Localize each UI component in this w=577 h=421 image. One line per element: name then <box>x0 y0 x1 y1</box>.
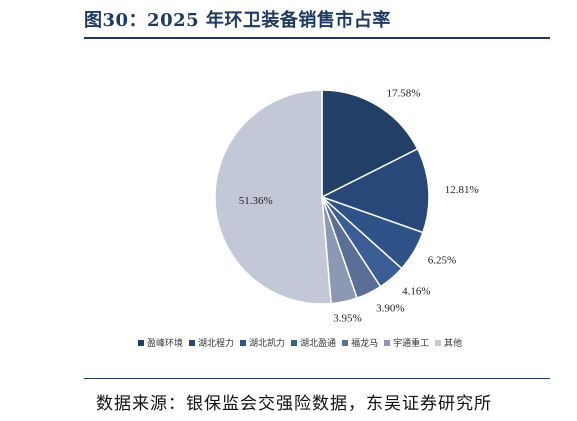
pie-slice <box>214 89 332 305</box>
legend-swatch <box>138 339 144 346</box>
slice-label: 4.16% <box>402 285 430 297</box>
legend-swatch <box>240 339 247 346</box>
legend-label: 其他 <box>444 339 463 349</box>
legend-item: 湖北盈通 <box>291 336 336 349</box>
legend-swatch <box>342 339 349 346</box>
legend-label: 湖北盈通 <box>300 339 337 349</box>
legend-swatch <box>189 339 196 346</box>
chart-legend: 盈峰环境 湖北程力 湖北凯力 湖北盈通 福龙马 宇通重工 其他 <box>138 336 462 349</box>
source-rule <box>84 378 550 379</box>
slice-label: 51.36% <box>239 195 273 207</box>
legend-item: 湖北凯力 <box>240 336 285 349</box>
legend-item: 宇通重工 <box>384 336 429 349</box>
legend-item: 福龙马 <box>342 336 378 349</box>
slice-label: 6.25% <box>428 255 456 267</box>
chart-title: 图30：2025 年环卫装备销售市占率 <box>84 10 391 31</box>
legend-label: 宇通重工 <box>393 339 430 349</box>
legend-item: 盈峰环境 <box>138 336 183 349</box>
legend-swatch <box>435 339 442 346</box>
title-rule <box>84 37 550 39</box>
legend-label: 湖北凯力 <box>249 339 286 349</box>
legend-swatch <box>384 339 391 346</box>
legend-label: 福龙马 <box>351 339 379 349</box>
legend-label: 湖北程力 <box>198 339 235 349</box>
legend-label: 盈峰环境 <box>147 339 184 349</box>
slice-label: 3.90% <box>376 302 404 314</box>
pie-slice <box>321 89 419 199</box>
slice-label: 12.81% <box>445 184 479 196</box>
legend-swatch <box>291 339 298 346</box>
slice-label: 3.95% <box>333 312 361 324</box>
legend-item: 湖北程力 <box>189 336 234 349</box>
slice-label: 17.58% <box>387 87 421 99</box>
pie-slice <box>320 147 430 234</box>
data-source: 数据来源：银保监会交强险数据，东吴证券研究所 <box>96 394 492 414</box>
legend-item: 其他 <box>435 336 462 349</box>
